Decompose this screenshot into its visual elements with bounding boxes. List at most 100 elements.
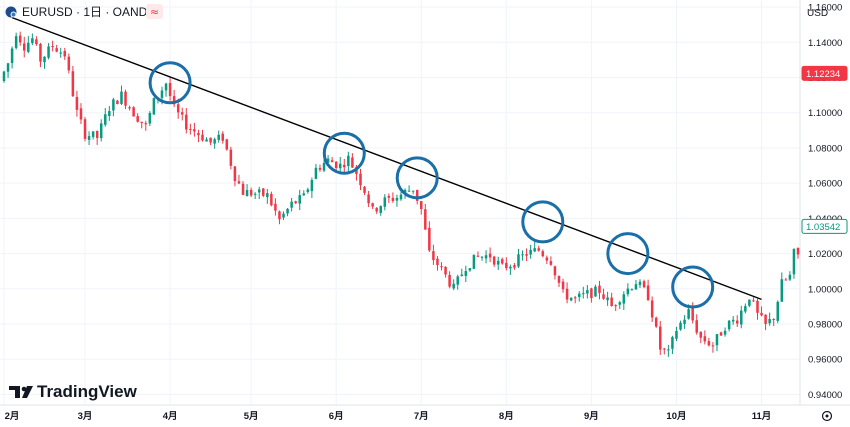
candle-body — [144, 123, 148, 125]
candle-body — [351, 157, 354, 168]
candle-body — [671, 337, 674, 349]
candle-body — [768, 319, 771, 324]
candle-body — [565, 288, 569, 300]
candle-body — [529, 249, 532, 255]
candle-body — [456, 276, 459, 285]
candle-body — [675, 330, 678, 339]
candle-body — [634, 284, 638, 290]
candle-body — [47, 46, 50, 58]
time-axis-ticks: 2月 3月 4月 5月 6月 7月 8月 9月 10月 11月 — [5, 411, 772, 422]
candle-body — [626, 288, 630, 295]
candle-body — [201, 134, 204, 141]
candle-body — [598, 285, 601, 293]
price-tick-label: 1.06000 — [808, 179, 842, 190]
candle-body — [43, 56, 46, 63]
candle-body — [367, 194, 370, 204]
time-tick-label: 2月 — [5, 411, 20, 422]
candle-body — [792, 248, 796, 275]
candle-body — [602, 294, 605, 299]
candle-body — [322, 162, 326, 171]
candle-body — [338, 163, 342, 169]
candle-body — [752, 300, 755, 302]
trendline[interactable] — [11, 16, 762, 301]
symbol-header[interactable]: EURUSD · 1日 · OANDA ≈ — [5, 4, 164, 19]
candle-body — [164, 83, 168, 91]
candle-body — [35, 39, 38, 45]
candle-body — [310, 180, 314, 192]
candle-body — [148, 112, 152, 124]
time-tick-label: 10月 — [666, 411, 686, 422]
candle-body — [505, 262, 508, 269]
candle-body — [22, 43, 26, 51]
time-tick-label: 11月 — [752, 411, 772, 422]
price-tick-label: 1.08000 — [808, 143, 842, 154]
candle-body — [760, 312, 763, 316]
candle-body — [436, 258, 439, 266]
time-tick-label: 3月 — [78, 411, 93, 422]
candle-body — [27, 42, 30, 52]
time-tick-label: 8月 — [499, 411, 514, 422]
price-tag-label: 1.12234 — [806, 69, 840, 80]
candle-body — [444, 266, 447, 275]
candle-body — [249, 189, 253, 196]
candle-body — [549, 261, 553, 265]
candle-body — [124, 91, 127, 106]
price-axis-panel[interactable] — [800, 0, 850, 405]
candle-body — [691, 307, 694, 321]
candle-body — [128, 107, 131, 109]
candle-body — [711, 345, 715, 347]
price-tick-label: 1.14000 — [808, 38, 842, 49]
candle-body — [788, 274, 792, 280]
candle-body — [756, 300, 759, 313]
candle-body — [541, 251, 545, 257]
candle-body — [731, 319, 735, 322]
candle-body — [371, 203, 374, 207]
candle-body — [577, 293, 581, 297]
time-tick-label: 9月 — [584, 411, 599, 422]
candle-body — [735, 320, 739, 324]
time-tick-label: 7月 — [414, 411, 429, 422]
candle-body — [120, 91, 123, 104]
candle-body — [363, 186, 366, 193]
candle-body — [496, 260, 500, 265]
candle-body — [18, 35, 22, 43]
candle-body — [359, 173, 362, 186]
candle-body — [448, 274, 451, 287]
candle-body — [180, 112, 184, 115]
candle-body — [630, 289, 634, 291]
candle-body — [168, 83, 172, 96]
candle-body — [723, 330, 727, 335]
settings-gear-icon[interactable] — [821, 410, 833, 422]
indicator-badge[interactable] — [146, 4, 163, 19]
candle-body — [10, 48, 14, 64]
candle-body — [67, 56, 71, 71]
candle-body — [440, 266, 443, 268]
candle-body — [257, 189, 261, 193]
candle-body — [780, 279, 784, 302]
candle-body — [95, 131, 99, 138]
candle-body — [63, 50, 67, 57]
candle-body — [683, 319, 686, 324]
time-tick-label: 4月 — [163, 411, 178, 422]
candle-body — [91, 131, 95, 137]
candle-body — [460, 274, 464, 276]
touch-point-circle — [148, 61, 192, 105]
candle-body — [160, 90, 164, 98]
touch-point-circle — [395, 156, 439, 200]
candle-body — [610, 297, 613, 307]
currency-label[interactable]: USD — [807, 8, 828, 19]
candle-body — [14, 36, 18, 48]
price-tick-label: 0.94000 — [808, 390, 842, 401]
candle-body — [274, 203, 277, 211]
candle-body — [679, 322, 682, 330]
price-tick-label: 1.02000 — [808, 249, 842, 260]
candle-body — [764, 314, 767, 324]
candle-body — [784, 279, 788, 281]
candle-body — [270, 193, 273, 206]
candle-body — [318, 167, 322, 170]
candle-body — [428, 227, 431, 251]
price-tag-label: 1.03542 — [806, 222, 840, 233]
candle-body — [241, 183, 245, 195]
candle-body — [83, 119, 87, 139]
